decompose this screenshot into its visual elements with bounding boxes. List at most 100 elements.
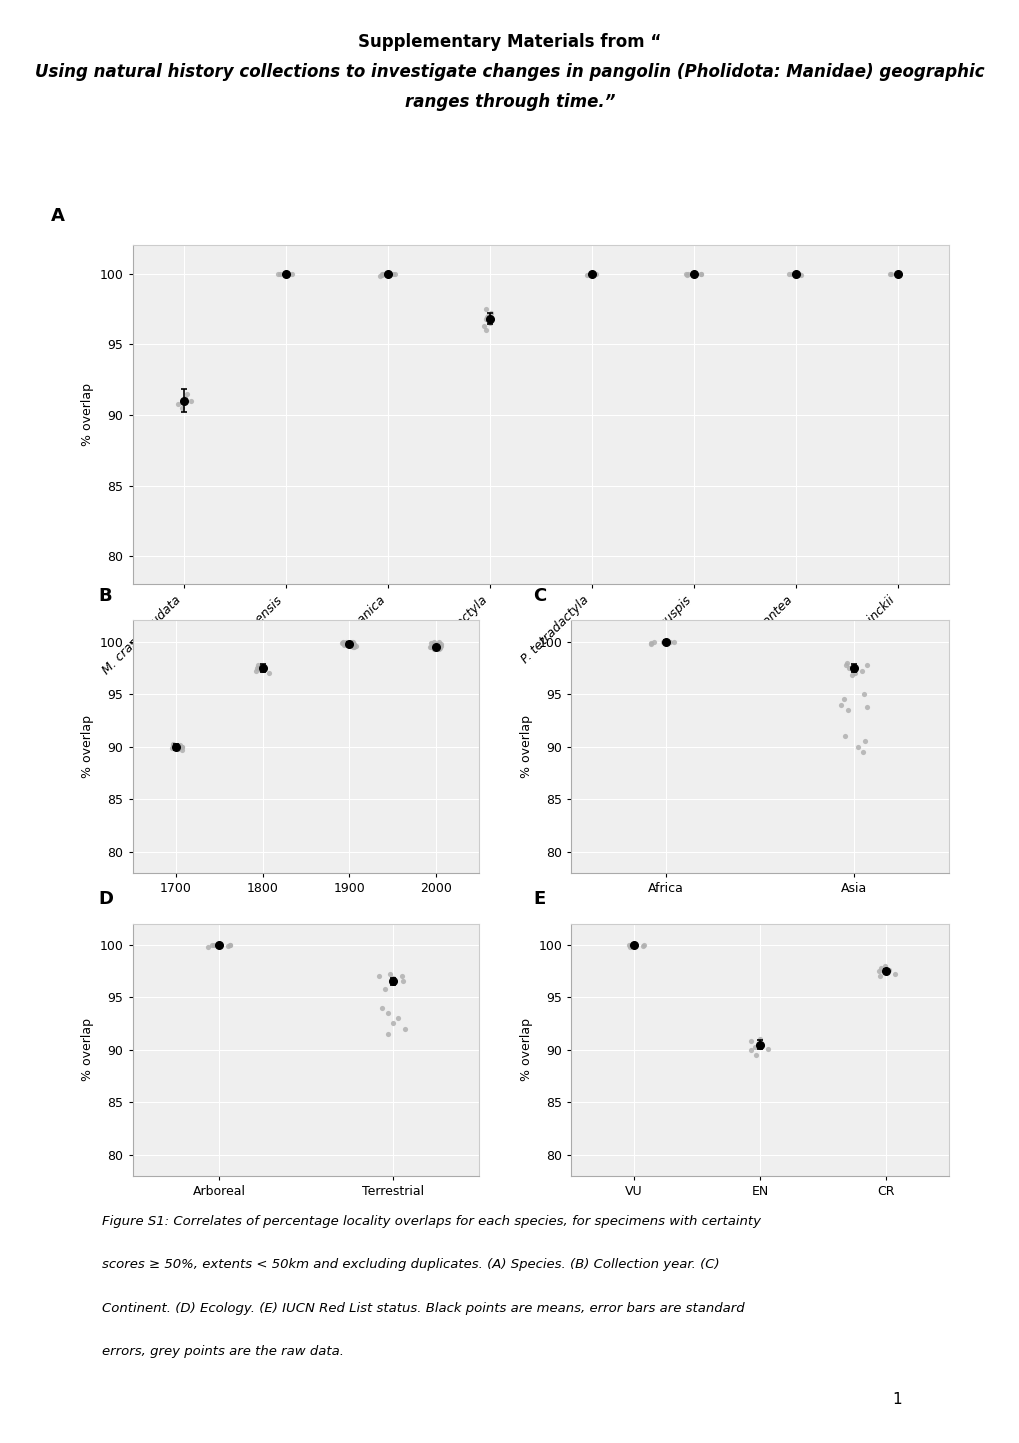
Point xyxy=(219,934,235,957)
Point xyxy=(336,633,353,657)
Point xyxy=(394,970,411,993)
Point xyxy=(678,263,694,286)
Y-axis label: % overlap: % overlap xyxy=(82,1019,94,1081)
Point xyxy=(871,964,888,987)
Point xyxy=(578,264,594,287)
Point xyxy=(382,962,398,986)
Point xyxy=(204,934,220,957)
Point xyxy=(853,659,869,683)
Point xyxy=(792,264,808,287)
Point xyxy=(790,263,806,286)
Point xyxy=(173,397,190,420)
Point xyxy=(759,1038,775,1061)
Point xyxy=(345,633,362,657)
Point xyxy=(840,657,856,680)
Text: Supplementary Materials from “: Supplementary Materials from “ xyxy=(358,33,661,51)
Point xyxy=(478,319,494,342)
Point xyxy=(341,631,358,654)
Text: ranges through time.”: ranges through time.” xyxy=(405,94,614,111)
Point xyxy=(430,631,446,654)
Point xyxy=(390,1007,407,1030)
Point xyxy=(371,266,387,289)
Point xyxy=(343,631,360,654)
Point xyxy=(374,264,390,287)
Point xyxy=(380,1001,396,1025)
Point xyxy=(279,264,296,287)
Point xyxy=(422,631,438,654)
Point xyxy=(339,632,356,655)
Point xyxy=(427,635,443,658)
Y-axis label: % overlap: % overlap xyxy=(82,716,94,778)
Point xyxy=(582,263,598,286)
Point xyxy=(168,734,184,759)
Point xyxy=(654,631,671,654)
Text: Figure S1: Correlates of percentage locality overlaps for each species, for spec: Figure S1: Correlates of percentage loca… xyxy=(102,1215,760,1228)
Point xyxy=(338,631,355,654)
Text: errors, grey points are the raw data.: errors, grey points are the raw data. xyxy=(102,1345,343,1358)
Point xyxy=(882,263,899,286)
Point xyxy=(643,631,659,654)
Point xyxy=(249,657,265,680)
Point xyxy=(839,698,855,722)
Text: Continent. (D) Ecology. (E) IUCN Red List status. Black points are means, error : Continent. (D) Ecology. (E) IUCN Red Lis… xyxy=(102,1302,744,1315)
Text: Using natural history collections to investigate changes in pangolin (Pholidota:: Using natural history collections to inv… xyxy=(35,63,984,81)
Point xyxy=(784,263,800,286)
Point xyxy=(680,263,696,286)
Point xyxy=(280,263,297,286)
Point xyxy=(374,263,390,286)
Point xyxy=(478,307,494,330)
Point xyxy=(270,263,286,286)
Point xyxy=(173,734,190,759)
Point xyxy=(480,304,496,328)
Point xyxy=(173,734,190,759)
Point xyxy=(781,263,797,286)
Point xyxy=(656,631,673,654)
Point xyxy=(335,631,352,654)
Point xyxy=(855,683,871,706)
Point xyxy=(344,631,361,654)
Point xyxy=(588,263,604,286)
Point xyxy=(347,635,364,658)
Point xyxy=(583,263,599,286)
Y-axis label: % overlap: % overlap xyxy=(520,716,532,778)
Point xyxy=(425,636,441,659)
Point xyxy=(692,263,708,286)
Point xyxy=(422,635,438,658)
Point xyxy=(387,263,404,286)
Point xyxy=(376,977,392,1000)
Point xyxy=(692,263,708,286)
Point xyxy=(222,934,238,957)
Point xyxy=(182,390,199,413)
Point xyxy=(843,664,859,687)
Point xyxy=(431,638,447,661)
Point xyxy=(880,958,897,981)
Point xyxy=(252,655,268,678)
Point xyxy=(846,661,862,684)
Point xyxy=(374,263,390,286)
Point xyxy=(626,934,642,957)
Point xyxy=(283,263,300,286)
Point xyxy=(661,631,678,654)
Point xyxy=(425,631,441,654)
Point xyxy=(475,315,491,338)
Point xyxy=(849,734,865,759)
Point xyxy=(742,1038,758,1061)
Point xyxy=(344,635,361,658)
Point xyxy=(876,954,893,977)
Point xyxy=(869,960,886,983)
Point xyxy=(174,734,191,759)
Point xyxy=(584,263,600,286)
Point xyxy=(836,724,852,747)
Text: 1: 1 xyxy=(892,1392,902,1407)
Text: C: C xyxy=(533,587,546,605)
Point xyxy=(887,962,903,986)
Point xyxy=(384,967,400,990)
Point xyxy=(335,631,352,654)
Point xyxy=(163,736,179,759)
Point xyxy=(385,1012,401,1035)
Point xyxy=(658,631,675,654)
Point xyxy=(334,631,351,654)
Point xyxy=(169,392,185,416)
Point xyxy=(426,638,442,661)
Point xyxy=(622,935,638,958)
